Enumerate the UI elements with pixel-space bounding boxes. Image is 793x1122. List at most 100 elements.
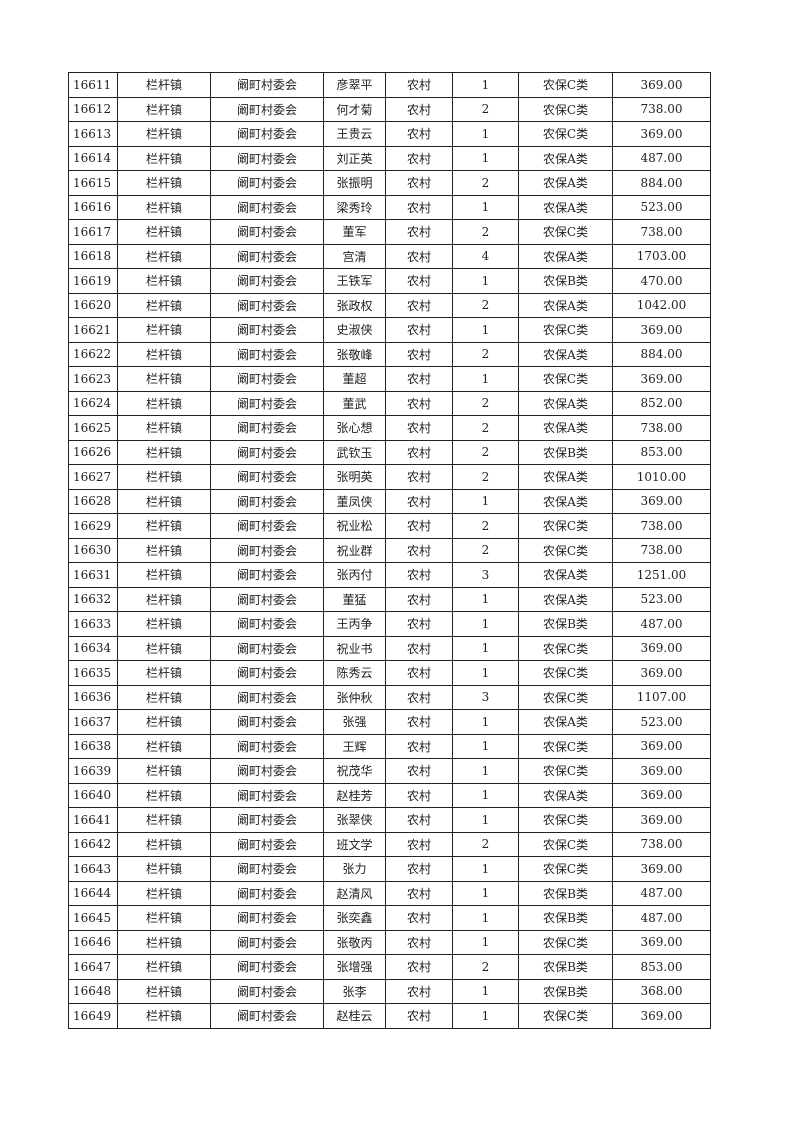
table-row: 16643 栏杆镇 阚町村委会 张力 农村 1 农保C类 369.00 [68,856,711,882]
count-cell: 1 [452,366,519,392]
count-cell: 1 [452,121,519,147]
category-cell: 农保B类 [518,880,613,906]
count-cell: 1 [452,72,519,98]
committee-cell: 阚町村委会 [210,978,324,1004]
name-cell: 祝茂华 [323,758,386,784]
committee-cell: 阚町村委会 [210,905,324,931]
category-cell: 农保C类 [518,660,613,686]
amount-cell: 1107.00 [612,684,711,710]
committee-cell: 阚町村委会 [210,611,324,637]
amount-cell: 738.00 [612,513,711,539]
table-row: 16626 栏杆镇 阚町村委会 武钦玉 农村 2 农保B类 853.00 [68,439,711,465]
area-type-cell: 农村 [385,978,453,1004]
committee-cell: 阚町村委会 [210,366,324,392]
area-type-cell: 农村 [385,856,453,882]
table-body: 16611 栏杆镇 阚町村委会 彦翠平 农村 1 农保C类 369.00 16612 栏杆镇 阚町村… [68,72,711,1029]
town-cell: 栏杆镇 [117,562,211,588]
category-cell: 农保C类 [518,635,613,661]
town-cell: 栏杆镇 [117,268,211,294]
town-cell: 栏杆镇 [117,929,211,955]
committee-cell: 阚町村委会 [210,1003,324,1029]
committee-cell: 阚町村委会 [210,341,324,367]
amount-cell: 369.00 [612,72,711,98]
amount-cell: 523.00 [612,586,711,612]
category-cell: 农保C类 [518,758,613,784]
committee-cell: 阚町村委会 [210,635,324,661]
area-type-cell: 农村 [385,1003,453,1029]
table-row: 16647 栏杆镇 阚町村委会 张增强 农村 2 农保B类 853.00 [68,954,711,980]
table-row: 16620 栏杆镇 阚町村委会 张政权 农村 2 农保A类 1042.00 [68,292,711,318]
amount-cell: 369.00 [612,929,711,955]
id-cell: 16647 [68,954,118,980]
amount-cell: 369.00 [612,807,711,833]
area-type-cell: 农村 [385,390,453,416]
id-cell: 16615 [68,170,118,196]
count-cell: 3 [452,684,519,710]
category-cell: 农保A类 [518,341,613,367]
amount-cell: 1010.00 [612,464,711,490]
table-row: 16622 栏杆镇 阚町村委会 张敬峰 农村 2 农保A类 884.00 [68,341,711,367]
id-cell: 16620 [68,292,118,318]
amount-cell: 487.00 [612,611,711,637]
id-cell: 16632 [68,586,118,612]
category-cell: 农保A类 [518,586,613,612]
area-type-cell: 农村 [385,954,453,980]
name-cell: 董军 [323,219,386,245]
count-cell: 1 [452,611,519,637]
amount-cell: 853.00 [612,439,711,465]
town-cell: 栏杆镇 [117,611,211,637]
town-cell: 栏杆镇 [117,317,211,343]
town-cell: 栏杆镇 [117,635,211,661]
table-row: 16611 栏杆镇 阚町村委会 彦翠平 农村 1 农保C类 369.00 [68,72,711,98]
category-cell: 农保C类 [518,831,613,857]
id-cell: 16627 [68,464,118,490]
committee-cell: 阚町村委会 [210,684,324,710]
category-cell: 农保A类 [518,488,613,514]
category-cell: 农保A类 [518,145,613,171]
amount-cell: 852.00 [612,390,711,416]
committee-cell: 阚町村委会 [210,268,324,294]
area-type-cell: 农村 [385,586,453,612]
category-cell: 农保C类 [518,684,613,710]
name-cell: 祝业书 [323,635,386,661]
town-cell: 栏杆镇 [117,856,211,882]
count-cell: 1 [452,635,519,661]
count-cell: 2 [452,537,519,563]
area-type-cell: 农村 [385,121,453,147]
town-cell: 栏杆镇 [117,170,211,196]
committee-cell: 阚町村委会 [210,96,324,122]
id-cell: 16640 [68,782,118,808]
town-cell: 栏杆镇 [117,684,211,710]
committee-cell: 阚町村委会 [210,72,324,98]
table-row: 16633 栏杆镇 阚町村委会 王丙争 农村 1 农保B类 487.00 [68,611,711,637]
id-cell: 16631 [68,562,118,588]
id-cell: 16618 [68,243,118,269]
area-type-cell: 农村 [385,611,453,637]
area-type-cell: 农村 [385,72,453,98]
count-cell: 1 [452,317,519,343]
amount-cell: 738.00 [612,219,711,245]
name-cell: 董武 [323,390,386,416]
category-cell: 农保C类 [518,366,613,392]
table-row: 16623 栏杆镇 阚町村委会 董超 农村 1 农保C类 369.00 [68,366,711,392]
town-cell: 栏杆镇 [117,72,211,98]
town-cell: 栏杆镇 [117,488,211,514]
name-cell: 史淑侠 [323,317,386,343]
name-cell: 赵清风 [323,880,386,906]
committee-cell: 阚町村委会 [210,880,324,906]
count-cell: 1 [452,782,519,808]
category-cell: 农保B类 [518,954,613,980]
town-cell: 栏杆镇 [117,831,211,857]
count-cell: 1 [452,758,519,784]
id-cell: 16629 [68,513,118,539]
name-cell: 何才菊 [323,96,386,122]
area-type-cell: 农村 [385,488,453,514]
count-cell: 1 [452,905,519,931]
amount-cell: 1251.00 [612,562,711,588]
amount-cell: 368.00 [612,978,711,1004]
id-cell: 16644 [68,880,118,906]
town-cell: 栏杆镇 [117,733,211,759]
town-cell: 栏杆镇 [117,219,211,245]
id-cell: 16622 [68,341,118,367]
town-cell: 栏杆镇 [117,1003,211,1029]
